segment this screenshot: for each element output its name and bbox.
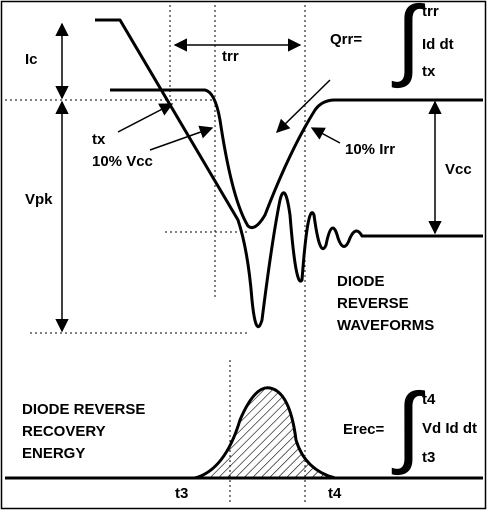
integral-sign: ∫ — [391, 376, 425, 476]
qrr-lhs: Qrr= — [330, 31, 362, 48]
caption: WAVEFORMS — [337, 317, 434, 334]
integral-sign: ∫ — [391, 0, 425, 89]
voltage-waveform — [110, 88, 483, 230]
caption: DIODE — [337, 273, 385, 290]
label: 10% Vcc — [92, 153, 153, 170]
label: Ic — [25, 51, 38, 68]
current-waveform — [95, 18, 483, 329]
label: tx — [92, 131, 106, 148]
erec-lower: t3 — [422, 449, 435, 466]
energy-area — [195, 387, 335, 478]
qrr-lower: tx — [422, 63, 436, 80]
qrr-upper: trr — [422, 3, 439, 20]
arrows — [55, 22, 442, 333]
label: trr — [222, 48, 239, 65]
label: t4 — [328, 485, 342, 502]
qrr-integrand: Id dt — [422, 36, 454, 53]
caption: RECOVERY — [22, 423, 106, 440]
label: 10% Irr — [345, 141, 395, 158]
label: Vcc — [445, 161, 472, 178]
caption: ENERGY — [22, 445, 85, 462]
energy-curve — [194, 386, 336, 480]
erec-lhs: Erec= — [343, 421, 385, 438]
label: t3 — [175, 485, 188, 502]
caption: DIODE REVERSE — [22, 401, 145, 418]
label: Vpk — [25, 191, 53, 208]
caption: REVERSE — [337, 295, 409, 312]
erec-upper: t4 — [422, 391, 436, 408]
erec-integrand: Vd Id dt — [422, 420, 477, 437]
